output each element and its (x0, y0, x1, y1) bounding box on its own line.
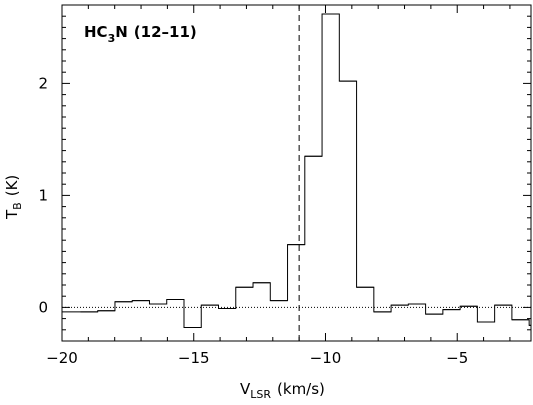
x-tick-labels: −20 −15 −10 −5 (46, 349, 468, 367)
spectrum-line (62, 13, 531, 329)
y-tick-label: 0 (38, 298, 48, 316)
x-axis-label: VLSR (km/s) (240, 380, 325, 401)
y-axis-label-subscript: B (11, 202, 24, 210)
x-tick-label: −5 (446, 349, 468, 367)
title-subscript: 3 (108, 32, 116, 45)
x-tick-label: −10 (310, 349, 342, 367)
x-tick-label: −20 (46, 349, 78, 367)
y-axis-label: TB(K) (3, 175, 24, 220)
x-axis-label-subscript: LSR (250, 388, 271, 401)
axis-ticks (61, 4, 531, 342)
chart-title: HC3N (12–11) (84, 23, 197, 45)
y-tick-label: 1 (38, 186, 48, 204)
spectrum-series (62, 13, 531, 329)
y-tick-labels: 0 1 2 (38, 74, 48, 316)
plot-frame (61, 4, 532, 342)
y-tick-label: 2 (38, 74, 48, 92)
x-tick-label: −15 (178, 349, 210, 367)
plot-border (61, 4, 532, 342)
